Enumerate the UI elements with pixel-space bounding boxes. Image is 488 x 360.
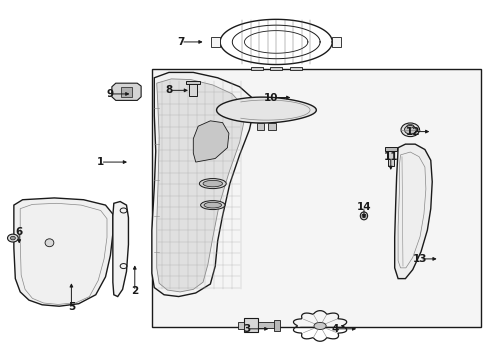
Text: 3: 3 — [243, 324, 250, 334]
Ellipse shape — [360, 212, 367, 220]
FancyBboxPatch shape — [152, 69, 480, 327]
Polygon shape — [384, 147, 396, 151]
Text: 12: 12 — [405, 127, 419, 136]
Ellipse shape — [45, 239, 54, 247]
Ellipse shape — [313, 322, 325, 329]
Polygon shape — [237, 321, 243, 329]
Polygon shape — [121, 87, 132, 97]
Polygon shape — [189, 84, 197, 96]
Polygon shape — [258, 322, 275, 328]
Polygon shape — [216, 97, 316, 123]
Text: 9: 9 — [106, 89, 114, 99]
Text: 8: 8 — [165, 85, 172, 95]
Polygon shape — [331, 37, 340, 47]
Text: 14: 14 — [356, 202, 370, 212]
Text: 10: 10 — [264, 93, 278, 103]
Polygon shape — [270, 67, 282, 70]
Ellipse shape — [361, 214, 365, 218]
Polygon shape — [152, 72, 254, 297]
Polygon shape — [289, 67, 301, 70]
Polygon shape — [394, 144, 431, 279]
Polygon shape — [157, 79, 244, 292]
Text: 6: 6 — [16, 227, 23, 237]
Text: 5: 5 — [68, 302, 75, 312]
Ellipse shape — [400, 123, 419, 136]
Text: 1: 1 — [97, 157, 104, 167]
Polygon shape — [256, 123, 264, 130]
Polygon shape — [273, 320, 280, 330]
Text: 7: 7 — [177, 37, 184, 47]
Polygon shape — [113, 202, 128, 297]
Ellipse shape — [203, 202, 221, 208]
Ellipse shape — [203, 180, 222, 187]
Ellipse shape — [7, 234, 18, 242]
Polygon shape — [243, 318, 258, 332]
Polygon shape — [186, 81, 200, 84]
Text: 2: 2 — [131, 286, 138, 296]
Polygon shape — [112, 83, 141, 100]
Polygon shape — [193, 121, 228, 162]
Polygon shape — [14, 198, 113, 306]
Polygon shape — [211, 37, 220, 47]
Ellipse shape — [200, 201, 224, 210]
Polygon shape — [250, 67, 262, 70]
Text: 11: 11 — [383, 152, 397, 162]
Ellipse shape — [10, 236, 15, 240]
Polygon shape — [387, 151, 393, 166]
Ellipse shape — [199, 179, 226, 189]
Text: 13: 13 — [412, 254, 427, 264]
Text: 4: 4 — [330, 324, 338, 334]
Polygon shape — [268, 123, 276, 130]
Ellipse shape — [404, 126, 415, 134]
